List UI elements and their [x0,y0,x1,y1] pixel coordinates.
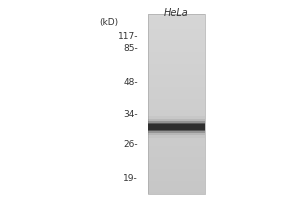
Text: 48-: 48- [123,78,138,87]
Text: 19-: 19- [123,174,138,183]
Bar [148,116,205,138]
Text: HeLa: HeLa [164,8,189,18]
Bar [148,14,205,194]
Text: 85-: 85- [123,44,138,53]
Bar [148,123,205,131]
Bar [148,119,205,135]
Bar [148,124,205,130]
Text: 34-: 34- [123,110,138,119]
Text: 117-: 117- [118,32,138,41]
Text: 26-: 26- [123,140,138,149]
Bar [148,121,205,133]
Text: (kD): (kD) [99,18,118,27]
